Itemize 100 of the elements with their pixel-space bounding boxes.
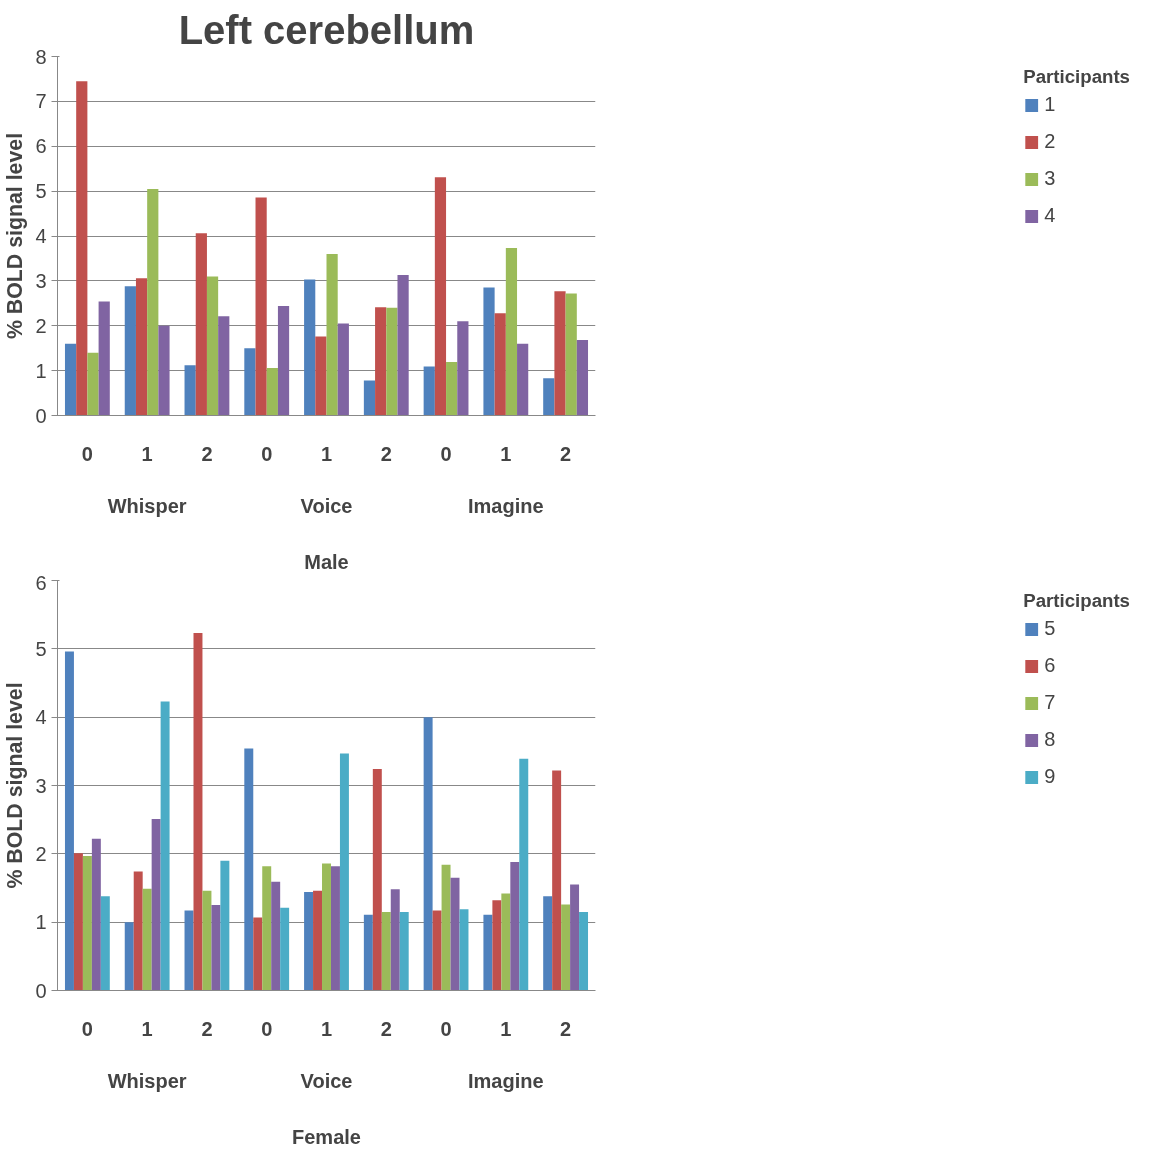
legend-label: 8 xyxy=(1044,728,1057,751)
bar xyxy=(397,275,409,416)
bar xyxy=(313,890,323,991)
y-tick-label: 3 xyxy=(35,774,47,797)
bar xyxy=(124,286,136,416)
bar xyxy=(202,890,212,991)
y-tick-label: 8 xyxy=(35,45,47,68)
bar xyxy=(160,701,170,991)
bar xyxy=(76,81,88,416)
legend-label: 5 xyxy=(1044,617,1057,640)
bar xyxy=(579,911,589,991)
bar xyxy=(262,866,272,991)
bar xyxy=(434,177,447,416)
bar xyxy=(381,911,391,991)
bar xyxy=(457,321,469,416)
bar xyxy=(91,838,101,991)
bar xyxy=(147,188,159,416)
text: Female xyxy=(292,1125,361,1148)
bar xyxy=(255,197,267,416)
bar xyxy=(441,864,451,991)
text: Whisper xyxy=(107,494,187,517)
y-tick-label: 3 xyxy=(35,269,47,292)
bar xyxy=(133,871,143,991)
y-tick-label: 1 xyxy=(35,359,47,382)
bar xyxy=(399,911,409,991)
x-tick-label: 0 xyxy=(440,442,452,465)
bar xyxy=(450,877,460,991)
bar xyxy=(158,325,170,416)
legend-label: 1 xyxy=(1044,93,1057,116)
bar xyxy=(432,910,442,991)
bar xyxy=(266,367,278,416)
x-tick-label: 2 xyxy=(560,442,572,465)
bar xyxy=(423,366,435,416)
y-tick-label: 5 xyxy=(35,637,47,660)
legend-title: Participants xyxy=(1023,590,1130,612)
legend-label: 9 xyxy=(1044,765,1057,788)
bar xyxy=(494,313,506,416)
x-tick-label: 0 xyxy=(81,1017,93,1040)
bar xyxy=(304,279,316,416)
bar xyxy=(386,307,398,416)
text: Voice xyxy=(300,494,353,517)
y-tick-label: 5 xyxy=(35,180,47,203)
text: Male xyxy=(304,550,349,573)
legend-label: 3 xyxy=(1044,167,1057,190)
bar xyxy=(339,753,349,991)
bar xyxy=(142,888,152,991)
text: Voice xyxy=(300,1069,353,1092)
legend-label: 4 xyxy=(1044,204,1057,227)
x-tick-label: 1 xyxy=(141,1017,153,1040)
bar xyxy=(363,380,376,416)
bar xyxy=(337,323,349,416)
legend-title: Participants xyxy=(1023,66,1130,88)
bar xyxy=(501,893,511,991)
bar xyxy=(554,291,566,416)
bar xyxy=(124,922,134,991)
bar xyxy=(195,233,207,416)
text: Whisper xyxy=(107,1069,187,1092)
bar xyxy=(100,896,110,991)
text: Imagine xyxy=(468,494,544,517)
x-tick-label: 1 xyxy=(320,442,333,465)
x-tick-label: 1 xyxy=(500,1017,512,1040)
bar xyxy=(211,905,221,991)
bar xyxy=(543,378,555,416)
bar xyxy=(64,343,77,416)
bar xyxy=(517,343,529,416)
x-tick-label: 0 xyxy=(261,1017,273,1040)
bar xyxy=(82,855,92,991)
chart-title: Left cerebellum xyxy=(178,7,475,52)
bar xyxy=(519,758,529,991)
bar xyxy=(271,881,281,991)
bar xyxy=(326,253,338,416)
y-tick-label: 6 xyxy=(35,135,47,158)
bar xyxy=(576,340,589,416)
y-tick-label: 4 xyxy=(35,225,47,247)
bar xyxy=(565,293,577,416)
bar xyxy=(372,769,382,991)
bar xyxy=(253,917,263,991)
bar xyxy=(446,362,458,416)
bar xyxy=(330,866,340,991)
bar xyxy=(220,860,230,991)
x-tick-label: 0 xyxy=(440,1017,452,1040)
x-tick-label: 2 xyxy=(380,442,392,465)
bar xyxy=(244,748,254,991)
y-tick-label: 0 xyxy=(35,979,47,1002)
bar xyxy=(193,633,203,991)
y-tick-label: 7 xyxy=(35,90,47,113)
y-tick-label: 6 xyxy=(35,571,47,594)
bar xyxy=(423,717,433,991)
bar xyxy=(64,651,74,991)
y-tick-label: 4 xyxy=(35,706,47,729)
bar xyxy=(543,896,553,991)
legend-label: 2 xyxy=(1044,130,1057,153)
y-tick-label: 2 xyxy=(35,314,47,337)
legend-label: 7 xyxy=(1044,691,1057,714)
bar xyxy=(483,914,493,991)
bar xyxy=(151,818,161,991)
bar xyxy=(363,914,373,991)
y-tick-label: 2 xyxy=(35,842,47,865)
bar xyxy=(322,863,331,991)
y-axis-title: % BOLD signal level xyxy=(3,682,28,889)
